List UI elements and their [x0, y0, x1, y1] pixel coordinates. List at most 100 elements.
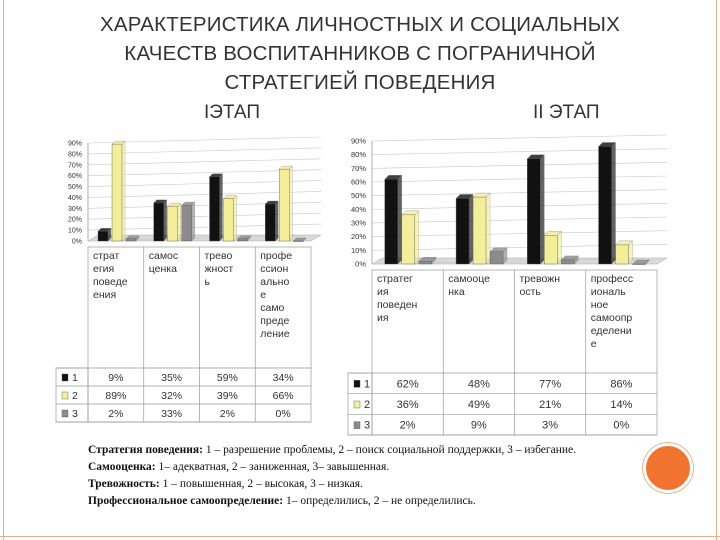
y-tick-label: 90% [68, 141, 82, 148]
category-label: страт [93, 250, 120, 262]
bar-side [303, 237, 307, 242]
data-value-label: 49% [468, 399, 490, 411]
slide-title: ХАРАКТЕРИСТИКА ЛИЧНОСТНЫХ И СОЦИАЛЬНЫХ К… [10, 10, 710, 97]
category-label: поведе [93, 276, 128, 288]
bar-side [574, 255, 579, 265]
data-value-label: 14% [610, 399, 632, 411]
gridline [87, 169, 322, 176]
bar-side [177, 202, 181, 242]
gridline [371, 148, 668, 155]
title-line: КАЧЕСТВ ВОСПИТАННИКОВ С ПОГРАНИЧНОЙ [124, 42, 596, 65]
bar-top [237, 235, 251, 239]
legend-label: 3 [72, 408, 78, 420]
note-line: Стратегия поведения: 1 – разрешение проб… [88, 442, 688, 459]
bar [489, 251, 504, 265]
bar-side [557, 230, 562, 265]
gridline [371, 257, 668, 265]
bar [544, 235, 558, 265]
data-table-legend-frame [347, 372, 373, 436]
bar-top [632, 259, 650, 265]
bar [632, 263, 646, 265]
bar-top [125, 235, 140, 239]
title-line: СТРАТЕГИЕЙ ПОВЕДЕНИЯ [224, 71, 496, 94]
bar-top [598, 142, 616, 147]
frame-bottom-line [0, 536, 720, 537]
legend-notes: Стратегия поведения: 1 – разрешение проб… [88, 442, 688, 510]
data-value-label: 34% [273, 372, 294, 384]
category-label: егия [93, 263, 114, 275]
bar [181, 204, 192, 242]
bar-side [191, 201, 195, 242]
gridline [87, 191, 322, 198]
bar-side [289, 165, 293, 242]
category-label: ально [260, 276, 289, 288]
y-tick-label: 0% [355, 260, 366, 269]
y-tick-label: 30% [351, 219, 366, 228]
bar [418, 261, 433, 265]
bar [97, 230, 109, 242]
bar-top [292, 237, 307, 242]
gridline [371, 175, 668, 183]
category-label: ценка [149, 263, 177, 275]
y-tick-label: 80% [351, 150, 366, 159]
category-label: иональ [591, 286, 626, 298]
frame-right-line [716, 0, 717, 540]
gridline [371, 216, 668, 224]
data-value-label: 0% [613, 420, 629, 432]
data-value-label: 2% [108, 408, 123, 420]
y-tick-label: 10% [351, 246, 366, 255]
decorative-orange-circle [643, 443, 693, 493]
bar [293, 240, 304, 242]
note-line: Самооценка: 1– адекватная, 2 – заниженна… [88, 459, 688, 476]
data-value-label: 33% [161, 408, 182, 420]
note-term: Стратегия поведения: [88, 444, 203, 456]
gridline [87, 136, 322, 144]
y-tick-label: 60% [351, 178, 366, 187]
data-value-label: 0% [276, 408, 291, 420]
frame-left-line [3, 0, 4, 540]
y-tick-label: 30% [68, 206, 82, 213]
bar-side [628, 240, 633, 265]
category-label: ия [377, 312, 389, 324]
bar-top [455, 194, 474, 199]
data-table-frame [87, 246, 312, 423]
legend-swatch [61, 373, 69, 382]
legend-label: 2 [72, 390, 78, 402]
bar-side [414, 210, 419, 265]
bar-top [401, 210, 420, 215]
category-label: професс [591, 273, 633, 285]
category-label: ения [93, 289, 116, 301]
bar [598, 146, 612, 265]
y-tick-label: 70% [68, 162, 82, 169]
data-table-frame [371, 269, 658, 436]
data-value-label: 48% [468, 378, 490, 390]
data-value-label: 36% [397, 399, 419, 411]
bar-top [418, 257, 437, 262]
bar [401, 214, 416, 265]
legend-swatch [61, 409, 69, 418]
legend-label: 2 [364, 399, 370, 411]
bar [279, 168, 290, 242]
stage-2-label: II ЭТАП [533, 102, 600, 123]
gridline [371, 189, 668, 196]
data-value-label: 32% [161, 390, 182, 402]
bar-top [615, 240, 633, 246]
y-tick-label: 10% [68, 228, 82, 235]
chart-floor [371, 257, 668, 265]
bar-side [468, 194, 474, 265]
legend-label: 1 [72, 372, 78, 384]
y-tick-label: 50% [351, 191, 366, 200]
bar-side [135, 235, 140, 242]
note-term: Самооценка: [88, 461, 156, 473]
y-tick-label: 50% [68, 184, 82, 191]
note-line: Профессиональное самоопределение: 1– опр… [88, 493, 688, 510]
category-label: ссион [260, 263, 288, 275]
bar-side [645, 259, 650, 265]
bar-side [107, 227, 112, 242]
data-value-label: 86% [610, 378, 632, 390]
data-value-label: 35% [161, 372, 182, 384]
data-value-label: 66% [273, 390, 294, 402]
bar-side [502, 247, 508, 265]
legend-label: 3 [364, 420, 370, 432]
category-label: ость [520, 286, 542, 298]
